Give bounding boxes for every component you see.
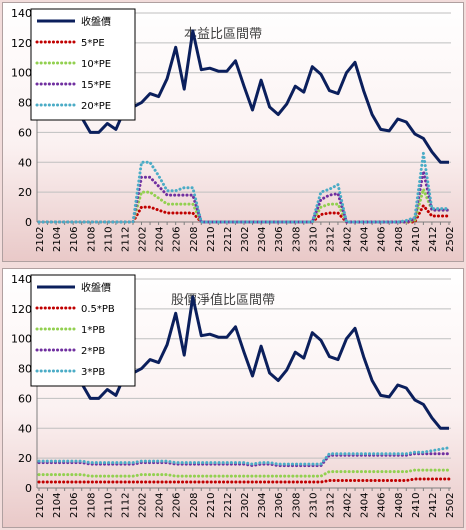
x-tick-label: 2210 <box>206 227 217 252</box>
legend: 收盤價 5*PE 10*PE 15*PE 20*PE <box>30 8 136 121</box>
y-tick-label: 120 <box>11 303 32 316</box>
pb-series-0 <box>37 295 449 430</box>
pb-band-chart-svg: 0 20 40 60 80 100 120 140 2102 2104 2106 2108 2110 21… <box>11 273 456 518</box>
x-tick-label: 2210 <box>206 493 217 518</box>
y-tick-label: 20 <box>18 452 32 465</box>
y-tick-label: 20 <box>18 186 32 199</box>
x-tick-label: 2312 <box>325 493 336 518</box>
pe-series-2 <box>37 184 451 224</box>
x-tick-label: 2206 <box>172 493 183 518</box>
x-tick-label: 2102 <box>35 493 46 518</box>
legend-label: 20*PE <box>81 101 111 112</box>
y-tick-label: 100 <box>11 333 32 346</box>
x-tick-label: 2302 <box>240 227 251 252</box>
x-tick-label: 2108 <box>86 227 97 252</box>
x-tick-label: 2402 <box>343 227 354 252</box>
x-tick-label: 2310 <box>308 493 319 518</box>
x-tick-label: 2110 <box>103 493 114 518</box>
pb-series-4 <box>37 446 451 466</box>
pb-series-1 <box>37 477 451 484</box>
x-tick-label: 2304 <box>257 227 268 252</box>
x-tick-label: 2106 <box>69 227 80 252</box>
x-tick-label: 2212 <box>223 493 234 518</box>
x-tick-label: 2406 <box>377 227 388 252</box>
x-tick-label: 2410 <box>411 493 422 518</box>
x-tick-label: 2408 <box>394 227 405 252</box>
legend-label: 2*PB <box>81 346 105 357</box>
x-tick-label: 2308 <box>291 227 302 252</box>
legend-label: 5*PE <box>81 38 105 49</box>
x-tick-label: 2104 <box>52 227 63 252</box>
legend-label: 3*PB <box>81 367 105 378</box>
pe-series-0 <box>37 29 449 164</box>
pb-series-2 <box>37 468 451 478</box>
legend-box <box>30 8 136 121</box>
x-tick-label: 2306 <box>274 227 285 252</box>
pe-series-3 <box>37 170 451 224</box>
x-tick-label: 2104 <box>52 493 63 518</box>
legend-label: 15*PE <box>81 80 111 91</box>
x-tick-label: 2412 <box>428 493 439 518</box>
x-tick-label: 2204 <box>155 227 166 252</box>
pb-series-3 <box>37 452 451 468</box>
y-tick-label: 40 <box>18 422 32 435</box>
x-tick-label: 2108 <box>86 493 97 518</box>
x-tick-label: 2208 <box>189 493 200 518</box>
pe-band-chart-svg: 0 20 40 60 80 100 120 140 2102 2104 2106 2108 2110 21… <box>11 7 456 252</box>
x-tick-label: 2312 <box>325 227 336 252</box>
x-tick-label: 2202 <box>138 493 149 518</box>
y-tick-label: 140 <box>11 7 32 20</box>
pb-band-chart: 0 20 40 60 80 100 120 140 2102 2104 2106 2108 2110 21… <box>2 268 464 528</box>
x-tick-label: 2212 <box>223 227 234 252</box>
x-tick-label: 2406 <box>377 493 388 518</box>
x-tick-label: 2408 <box>394 493 405 518</box>
legend-label: 收盤價 <box>81 15 111 28</box>
pe-series-1 <box>37 202 451 224</box>
y-tick-label: 60 <box>18 392 32 405</box>
legend-label: 10*PE <box>81 59 111 70</box>
x-tick-label: 2412 <box>428 227 439 252</box>
chart-title: 股價淨值比區間帶 <box>171 292 275 308</box>
legend-label: 0.5*PB <box>81 304 115 315</box>
x-tick-label: 2202 <box>138 227 149 252</box>
x-tick-label: 2102 <box>35 227 46 252</box>
y-tick-label: 100 <box>11 67 32 80</box>
x-tick-label: 2402 <box>343 493 354 518</box>
x-tick-label: 2206 <box>172 227 183 252</box>
x-tick-label: 2302 <box>240 493 251 518</box>
x-tick-label: 2110 <box>103 227 114 252</box>
x-tick-label: 2304 <box>257 493 268 518</box>
y-tick-label: 140 <box>11 273 32 286</box>
legend: 收盤價 0.5*PB 1*PB 2*PB 3*PB <box>30 274 136 387</box>
x-tick-label: 2404 <box>360 493 371 518</box>
x-tick-label: 2106 <box>69 493 80 518</box>
y-tick-label: 0 <box>25 482 32 495</box>
y-tick-label: 0 <box>25 216 32 229</box>
x-tick-label: 2404 <box>360 227 371 252</box>
x-tick-label: 2204 <box>155 493 166 518</box>
chart-title: 本益比區間帶 <box>184 27 262 42</box>
legend-label: 收盤價 <box>81 281 111 294</box>
pe-band-chart: 0 20 40 60 80 100 120 140 2102 2104 2106 2108 2110 21… <box>2 2 464 262</box>
x-tick-label: 2310 <box>308 227 319 252</box>
x-tick-label: 2308 <box>291 493 302 518</box>
x-tick-label: 2410 <box>411 227 422 252</box>
x-tick-label: 2502 <box>445 493 456 518</box>
x-tick-label: 2502 <box>445 227 456 252</box>
x-tick-label: 2208 <box>189 227 200 252</box>
y-tick-label: 120 <box>11 37 32 50</box>
x-tick-label: 2306 <box>274 493 285 518</box>
y-tick-label: 60 <box>18 126 32 139</box>
pe-series-4 <box>37 153 451 224</box>
y-tick-label: 40 <box>18 156 32 169</box>
legend-label: 1*PB <box>81 325 105 336</box>
y-tick-label: 80 <box>18 97 32 110</box>
y-tick-label: 80 <box>18 363 32 376</box>
legend-box <box>30 274 136 387</box>
x-tick-label: 2112 <box>120 227 131 252</box>
x-tick-label: 2112 <box>120 493 131 518</box>
